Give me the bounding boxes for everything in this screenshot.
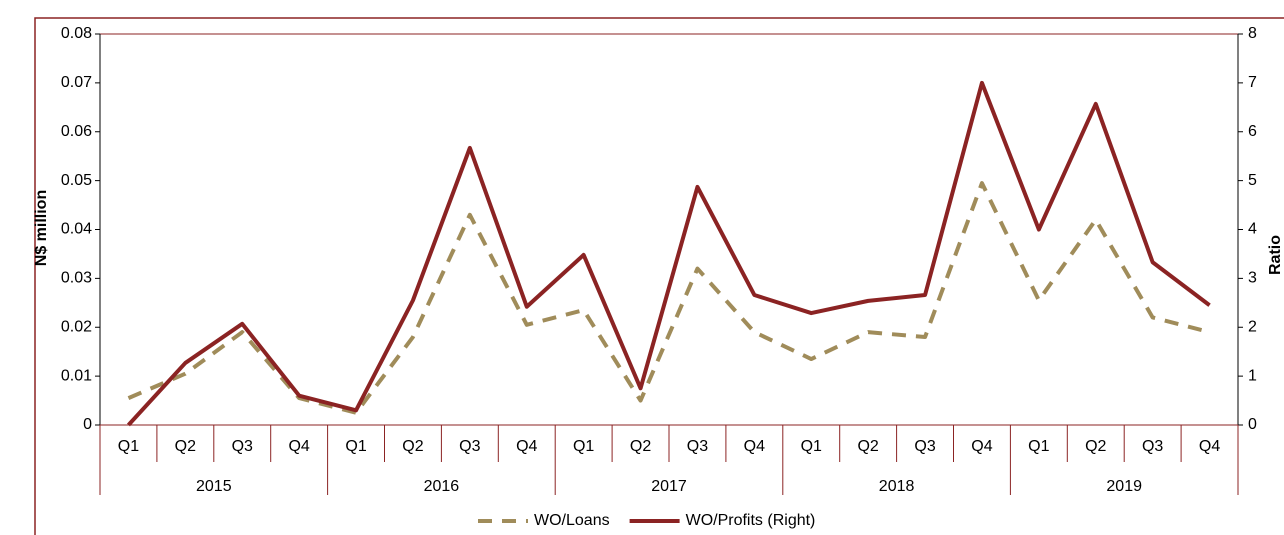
y2-tick-label: 7 — [1248, 74, 1257, 91]
y2-tick-label: 8 — [1248, 25, 1257, 42]
y-axis-label: N$ million — [33, 190, 50, 266]
x-tick-label: Q3 — [459, 438, 480, 455]
x-tick-label: Q1 — [1028, 438, 1049, 455]
x-tick-label: Q1 — [573, 438, 594, 455]
x-tick-label: Q4 — [971, 438, 992, 455]
y2-tick-label: 4 — [1248, 221, 1257, 238]
x-tick-label: Q3 — [914, 438, 935, 455]
y2-axis-label: Ratio — [1267, 235, 1284, 275]
x-tick-label: Q3 — [232, 438, 253, 455]
x-tick-label: Q2 — [630, 438, 651, 455]
y2-tick-label: 1 — [1248, 367, 1257, 384]
x-tick-label: Q1 — [118, 438, 139, 455]
y2-tick-label: 3 — [1248, 270, 1257, 287]
x-group-label: 2019 — [1106, 478, 1142, 495]
y2-tick-label: 5 — [1248, 172, 1257, 189]
y-tick-label: 0 — [83, 416, 92, 433]
x-tick-label: Q4 — [1199, 438, 1220, 455]
x-group-label: 2016 — [424, 478, 460, 495]
y-tick-label: 0.02 — [61, 318, 92, 335]
x-tick-label: Q2 — [857, 438, 878, 455]
x-tick-label: Q2 — [175, 438, 196, 455]
x-group-label: 2015 — [196, 478, 232, 495]
x-tick-label: Q4 — [288, 438, 309, 455]
y2-tick-label: 6 — [1248, 123, 1257, 140]
x-group-label: 2017 — [651, 478, 687, 495]
legend-label: WO/Loans — [534, 512, 610, 529]
series-line — [126, 80, 1211, 427]
x-tick-label: Q2 — [1085, 438, 1106, 455]
y-tick-label: 0.01 — [61, 367, 92, 384]
y2-tick-label: 0 — [1248, 416, 1257, 433]
x-tick-label: Q3 — [1142, 438, 1163, 455]
x-tick-label: Q4 — [516, 438, 537, 455]
y-tick-label: 0.05 — [61, 172, 92, 189]
x-tick-label: Q3 — [687, 438, 708, 455]
y-tick-label: 0.07 — [61, 74, 92, 91]
legend-label: WO/Profits (Right) — [686, 512, 816, 529]
frame — [34, 17, 1284, 535]
y-tick-label: 0.06 — [61, 123, 92, 140]
x-tick-label: Q2 — [402, 438, 423, 455]
y-tick-label: 0.04 — [61, 221, 92, 238]
y2-tick-label: 2 — [1248, 318, 1257, 335]
x-tick-label: Q4 — [744, 438, 765, 455]
y-tick-label: 0.03 — [61, 270, 92, 287]
series-line — [127, 181, 1211, 415]
x-group-label: 2018 — [879, 478, 915, 495]
x-tick-label: Q1 — [345, 438, 366, 455]
x-tick-label: Q1 — [801, 438, 822, 455]
y-tick-label: 0.08 — [61, 25, 92, 42]
